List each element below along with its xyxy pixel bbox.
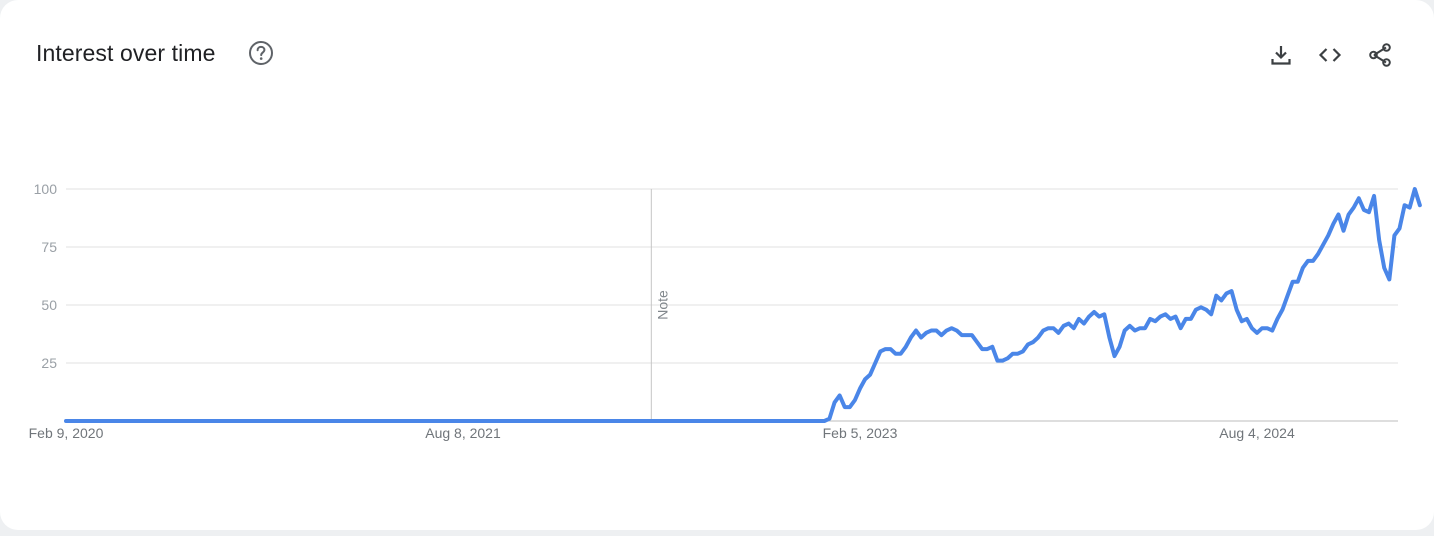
download-icon[interactable] [1268,42,1294,68]
x-tick-label-3: Aug 4, 2024 [1219,425,1295,441]
note-label: Note [654,290,670,320]
x-tick-label-1: Aug 8, 2021 [425,425,501,441]
embed-code-icon[interactable] [1317,42,1343,68]
x-tick-label-2: Feb 5, 2023 [823,425,898,441]
y-tick-label-25: 25 [41,355,57,371]
x-tick-labels: Feb 9, 2020 Aug 8, 2021 Feb 5, 2023 Aug 4, … [29,425,1295,441]
y-tick-label-50: 50 [41,297,57,313]
grid-lines [66,188,1398,364]
chart-title: Interest over time [36,40,216,66]
y-tick-labels: 25 50 75 100 [34,181,58,371]
x-tick-label-0: Feb 9, 2020 [29,425,104,441]
series-layer [64,187,1422,423]
share-icon[interactable] [1367,42,1393,68]
help-icon[interactable] [248,40,274,66]
series-line-0 [64,187,1422,423]
y-tick-label-75: 75 [41,239,57,255]
y-tick-label-100: 100 [34,181,58,197]
note-annotation: Note [650,189,670,421]
